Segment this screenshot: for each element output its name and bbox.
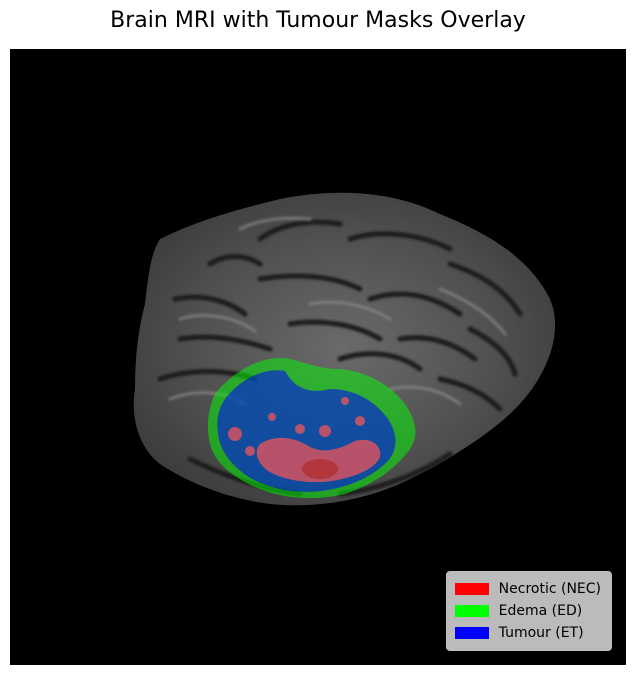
legend-label-necrotic: Necrotic (NEC): [498, 581, 601, 597]
legend-label-edema: Edema (ED): [498, 603, 583, 619]
legend: Necrotic (NEC) Edema (ED) Tumour (ET): [445, 571, 612, 651]
brain-highlights: [168, 216, 507, 406]
legend-entry-tumour: Tumour (ET): [454, 622, 601, 644]
necrotic-core: [302, 459, 338, 479]
legend-swatch-necrotic: [454, 583, 489, 595]
legend-entry-edema: Edema (ED): [454, 600, 601, 622]
legend-label-tumour: Tumour (ET): [498, 625, 584, 641]
legend-swatch-edema: [454, 605, 489, 617]
mri-scan-graphic: [133, 192, 556, 506]
figure-title: Brain MRI with Tumour Masks Overlay: [110, 8, 526, 33]
mri-image-panel: Necrotic (NEC) Edema (ED) Tumour (ET): [10, 49, 626, 665]
legend-swatch-tumour: [454, 627, 489, 639]
legend-entry-necrotic: Necrotic (NEC): [454, 578, 601, 600]
